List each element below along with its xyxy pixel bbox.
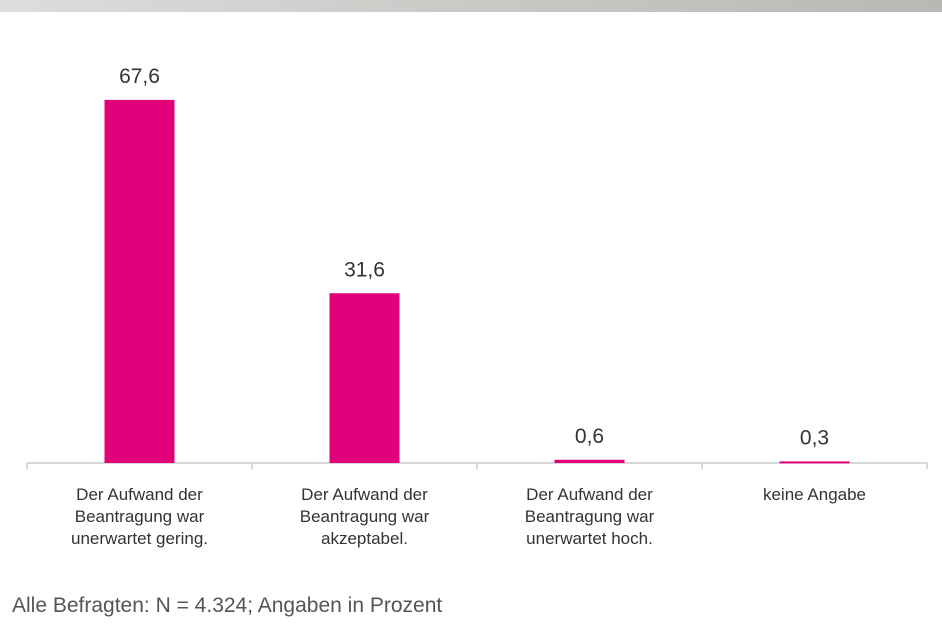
bar: [554, 459, 625, 463]
value-label: 67,6: [119, 65, 160, 88]
footnote: Alle Befragten: N = 4.324; Angaben in Pr…: [12, 594, 443, 617]
x-tick-label: Der Aufwand der Beantragung war akzeptab…: [299, 485, 430, 548]
bar: [104, 99, 175, 464]
bar: [329, 293, 400, 463]
header-image: [0, 0, 942, 12]
value-label: 0,6: [575, 425, 604, 448]
x-tick-label: Der Aufwand der Beantragung war unerwart…: [524, 485, 655, 548]
value-label: 0,3: [800, 426, 829, 449]
value-label: 31,6: [344, 258, 385, 281]
x-tick-label: Der Aufwand der Beantragung war unerwart…: [70, 485, 209, 548]
bar: [779, 461, 850, 464]
x-tick-label: keine Angabe: [762, 485, 867, 504]
